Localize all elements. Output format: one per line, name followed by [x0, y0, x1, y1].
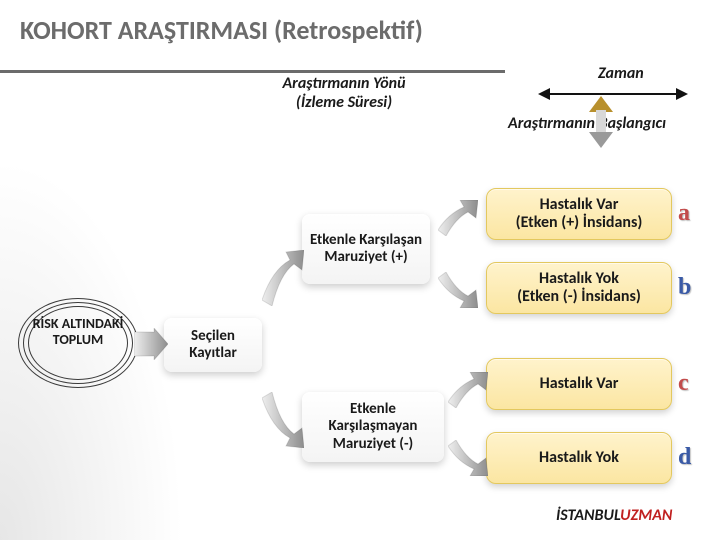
letter-b: b [678, 274, 691, 301]
letter-a: a [678, 200, 690, 227]
slide: { "colors": { "title": "#6c6c6c", "title… [0, 0, 720, 540]
footer-part-2: UZMAN [620, 506, 672, 525]
outcome-c-box: Hastalık Var [486, 358, 672, 410]
letter-d: d [678, 444, 691, 471]
footer-part-1: İSTANBUL [556, 506, 620, 525]
population-label: RİSK ALTINDAKİ TOPLUM [30, 316, 126, 348]
baslangic-arrow [586, 96, 616, 148]
outcome-a-box: Hastalık Var (Etken (+) İnsidans) [486, 188, 672, 240]
sub-line-1: Araştırmanın Yönü [244, 74, 444, 93]
sub-line-2: (İzleme Süresi) [244, 93, 444, 112]
page-title: KOHORT ARAŞTIRMASI (Retrospektif) [20, 14, 423, 46]
title-underline [0, 70, 505, 73]
chevron-icon [438, 200, 478, 236]
chevron-icon [262, 392, 304, 448]
chevron-icon [262, 250, 304, 306]
letter-c: c [678, 370, 689, 397]
chevron-icon [134, 328, 168, 360]
chevron-icon [448, 372, 488, 408]
secilen-box: Seçilen Kayıtlar [164, 318, 262, 372]
zaman-label: Zaman [598, 64, 644, 83]
outcome-b-box: Hastalık Yok (Etken (-) İnsidans) [486, 262, 672, 314]
research-direction-label: Araştırmanın Yönü (İzleme Süresi) [244, 74, 444, 112]
footer-brand: İSTANBULUZMAN [556, 506, 672, 525]
chevron-icon [438, 272, 478, 308]
chevron-icon [448, 440, 488, 476]
outcome-d-box: Hastalık Yok [486, 432, 672, 484]
exposed-box: Etkenle Karşılaşan Maruziyet (+) [302, 214, 430, 284]
unexposed-box: Etkenle Karşılaşmayan Maruziyet (-) [302, 392, 444, 462]
